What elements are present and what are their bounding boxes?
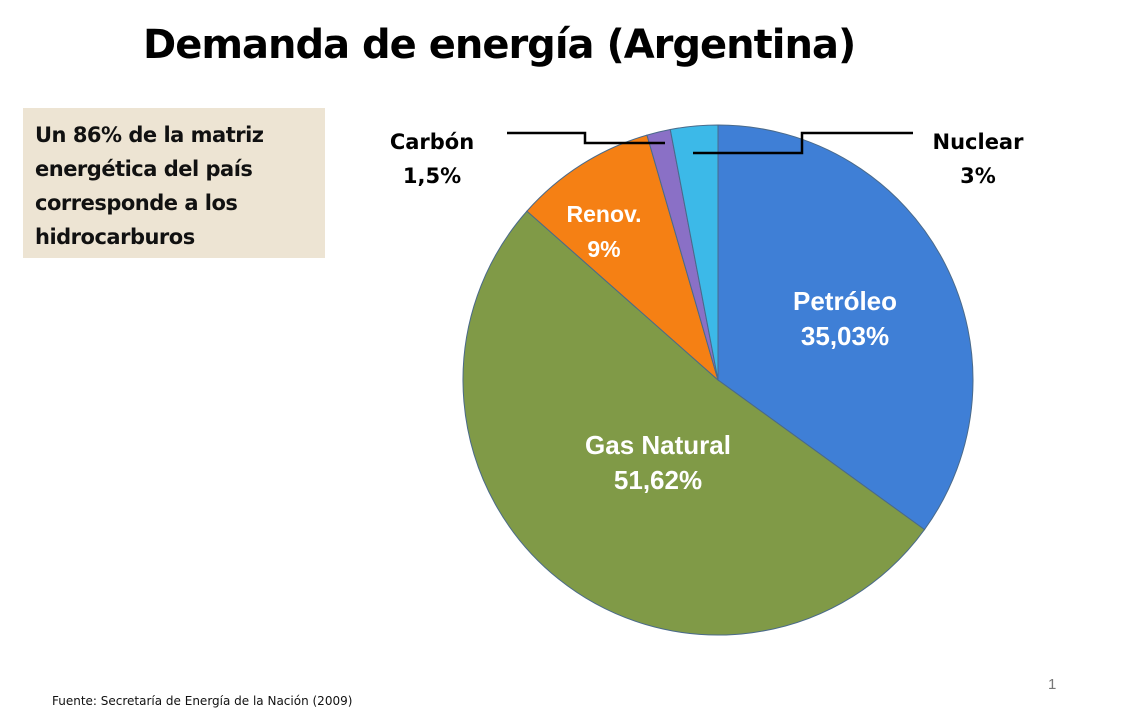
page-number: 1 (1048, 676, 1057, 693)
pie-slice-2 (526, 134, 719, 382)
pie-slice-1 (462, 210, 926, 636)
slice-name-label: Carbón (390, 130, 474, 154)
slice-value-label: 1,5% (403, 164, 461, 188)
slice-name-label: Renov. (567, 201, 642, 227)
leader-line (507, 131, 665, 145)
leader-line (693, 131, 913, 155)
slice-name-label: Nuclear (933, 130, 1025, 154)
slice-value-label: 3% (960, 164, 996, 188)
slice-name-label: Gas Natural (585, 430, 731, 460)
slice-value-label: 9% (587, 236, 620, 262)
slice-name-label: Petróleo (793, 286, 897, 316)
slice-value-label: 51,62% (614, 465, 702, 495)
pie-slice-0 (717, 124, 974, 531)
slide-title: Demanda de energía (Argentina) (143, 22, 856, 68)
callout-box: Un 86% de la matriz energética del país … (23, 108, 325, 258)
pie-slice-4 (669, 124, 719, 381)
source-note: Fuente: Secretaría de Energía de la Naci… (52, 694, 353, 708)
slice-value-label: 35,03% (801, 321, 889, 351)
